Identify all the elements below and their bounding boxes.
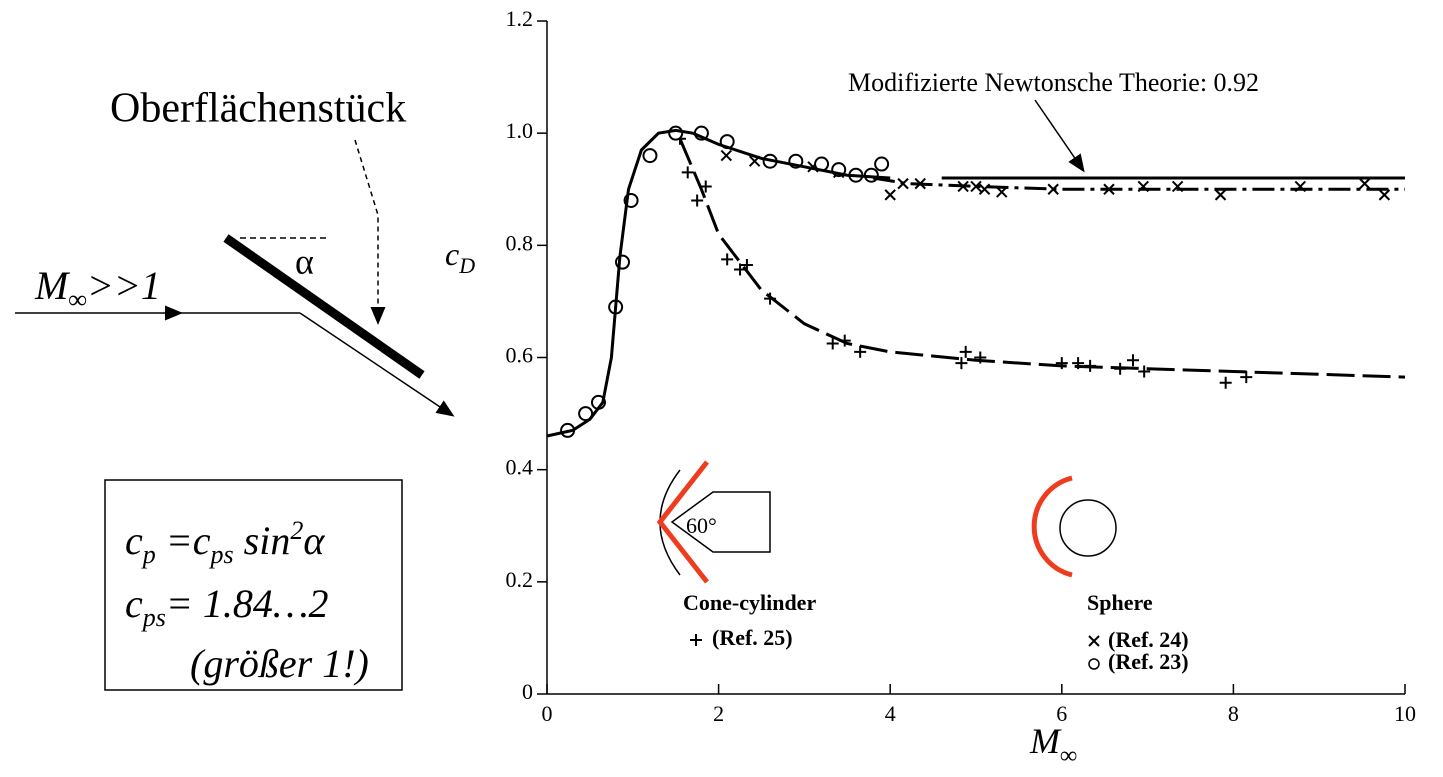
mach-label: M∞>>1 (34, 263, 161, 314)
chart: cD M∞ Modifizierte Newtonsche Theorie: 0… (445, 6, 1416, 768)
y-tick-label: 0.6 (506, 343, 534, 368)
legend-marker (1088, 658, 1100, 670)
f: =c (156, 518, 211, 563)
legend-group: Cone-cylinder (683, 590, 816, 615)
cone-sketch: 60° (656, 460, 771, 584)
x-axis-label: M∞ (1029, 721, 1077, 768)
formula-1: cp =cps sin2α (125, 516, 325, 569)
plate (223, 234, 425, 379)
f: p (141, 540, 156, 569)
surface-label: Oberflächenstück (110, 86, 406, 132)
marker-plus (681, 166, 694, 179)
angle-label: α (295, 241, 314, 281)
marker-plus (721, 253, 734, 266)
f: α (303, 518, 325, 563)
y-tick-label: 0.8 (506, 230, 534, 255)
f: ps (209, 540, 234, 569)
cone-angle: 60° (686, 513, 717, 538)
marker-cross (720, 149, 733, 162)
marker-plus (854, 345, 867, 358)
annotation: Modifizierte Newtonsche Theorie: 0.92 (848, 68, 1259, 97)
mach-sub: ∞ (68, 285, 87, 314)
y-tick-label: 1.2 (506, 6, 534, 31)
y-tick-label: 0.4 (506, 455, 534, 480)
mach-rest: >>1 (87, 263, 161, 308)
sphere-sketch (1031, 475, 1117, 578)
curve (546, 128, 891, 438)
marker-plus (826, 337, 839, 350)
x-tick-label: 2 (713, 701, 724, 726)
legend-label: (Ref. 23) (1108, 649, 1189, 674)
formula-3: (größer 1!) (190, 641, 369, 686)
f: 2 (290, 516, 303, 545)
marker-plus (955, 357, 968, 370)
marker-circle (668, 125, 684, 141)
marker-plus (959, 345, 972, 358)
legend-group: Sphere (1087, 590, 1153, 615)
t: c (445, 236, 459, 272)
leader-line (354, 139, 386, 325)
formula-2: cps= 1.84…2 (125, 581, 328, 632)
t: ∞ (1060, 743, 1077, 769)
y-tick-label: 0.2 (506, 567, 534, 592)
marker-cross (884, 189, 896, 201)
t: M (1029, 721, 1062, 761)
y-axis-label: cD (445, 236, 475, 278)
marker-cross (1214, 189, 1227, 201)
marker-circle (874, 156, 890, 172)
f: ps (141, 603, 166, 632)
f: c (125, 581, 143, 626)
legend-label: (Ref. 25) (712, 625, 793, 650)
marker-plus (691, 194, 704, 207)
annotation-arrow (1034, 99, 1085, 173)
legend-marker (1088, 635, 1100, 647)
marker-plus (1138, 365, 1151, 378)
marker-plus (1219, 376, 1232, 389)
y-tick-label: 0 (522, 679, 533, 704)
marker-cross (1358, 177, 1371, 190)
legend-marker (690, 634, 702, 646)
marker-plus (1127, 354, 1140, 367)
f: sin (234, 518, 291, 563)
t: D (458, 253, 475, 278)
curve (872, 176, 1405, 191)
marker-cross (1378, 189, 1391, 201)
x-tick-label: 4 (885, 701, 896, 726)
f: = 1.84…2 (166, 581, 329, 626)
legend-label: (Ref. 24) (1108, 627, 1189, 652)
f: c (125, 518, 143, 563)
plate-diagram: Oberflächenstück α M∞>>1 cp =cps sin2α c… (15, 86, 455, 691)
mach-m: M (34, 263, 71, 308)
deflected-flow (299, 312, 455, 417)
x-tick-label: 10 (1394, 701, 1416, 726)
marker-circle (578, 406, 594, 422)
x-tick-label: 8 (1228, 701, 1239, 726)
marker-circle (642, 148, 658, 164)
x-tick-label: 6 (1056, 701, 1067, 726)
y-tick-label: 1.0 (506, 118, 534, 143)
x-tick-label: 0 (542, 701, 553, 726)
curve (678, 138, 1406, 379)
formula-box (104, 479, 403, 691)
marker-cross (970, 180, 982, 193)
